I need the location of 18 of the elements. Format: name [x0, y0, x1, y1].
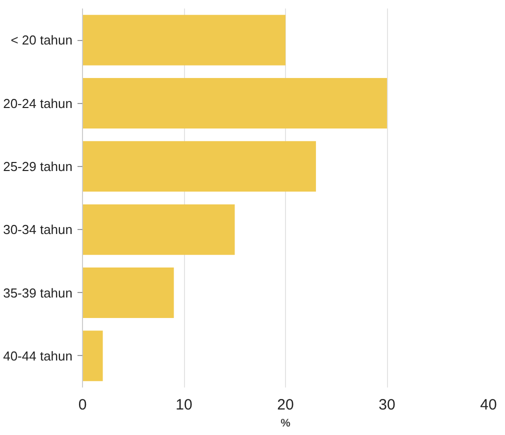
bar [82, 78, 387, 129]
x-tick-label: 40 [480, 396, 497, 414]
y-tick-label: 20-24 tahun [3, 96, 73, 111]
bar [82, 141, 316, 192]
x-axis-title: % [280, 418, 291, 430]
bar [82, 267, 174, 318]
bar [82, 204, 235, 255]
bar [82, 14, 286, 66]
bar [82, 330, 103, 382]
x-tick-label: 30 [378, 396, 396, 414]
y-tick-label: 30-34 tahun [3, 222, 73, 238]
y-tick-label: < 20 tahun [10, 32, 73, 48]
y-tick-label: 35-39 tahun [3, 285, 73, 300]
y-tick-label: 25-29 tahun [3, 158, 73, 174]
x-tick-label: 10 [176, 396, 192, 414]
y-tick-label: 40-44 tahun [3, 348, 73, 364]
x-tick-label: 20 [277, 396, 294, 414]
x-tick-label: 0 [78, 396, 87, 414]
